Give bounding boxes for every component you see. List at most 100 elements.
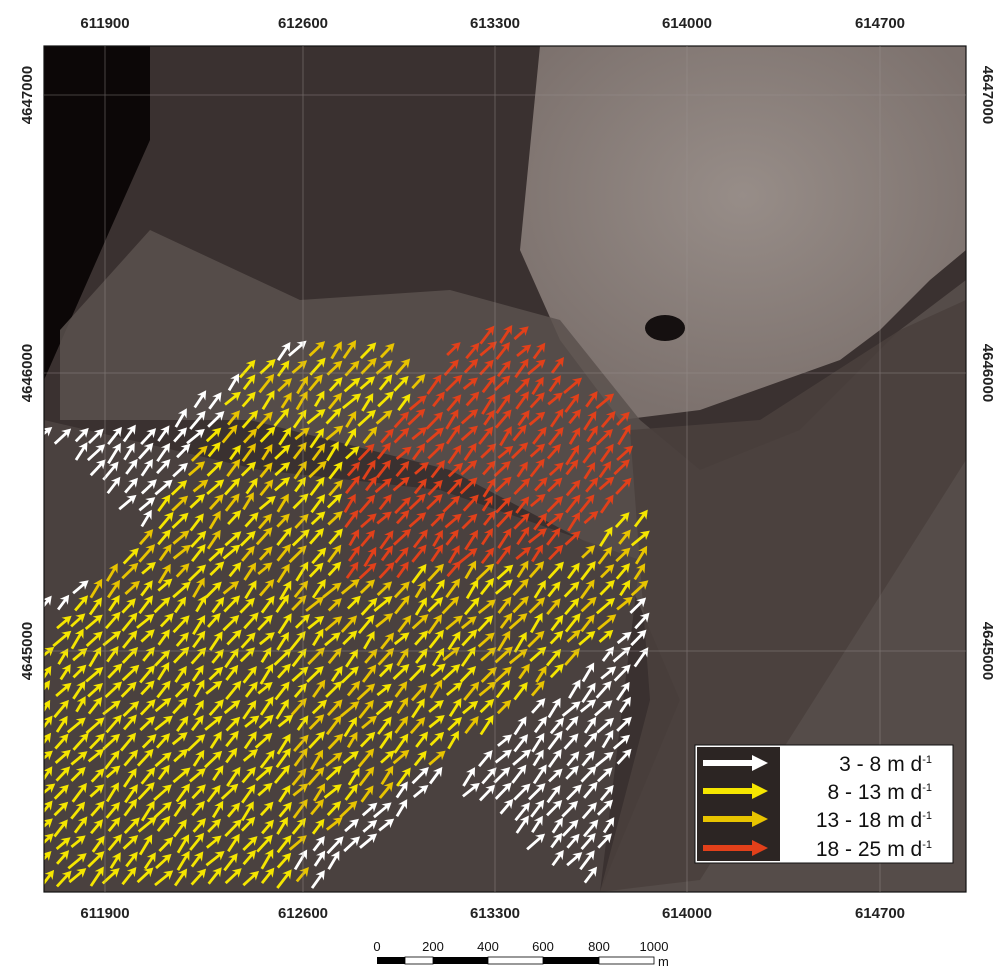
velocity-arrow [187,564,207,582]
velocity-arrow [209,561,225,576]
velocity-arrow [516,344,532,358]
velocity-arrow [139,664,156,684]
velocity-arrow [312,835,325,852]
velocity-arrow [360,513,377,529]
velocity-arrow [156,680,171,699]
velocity-arrow [242,492,254,511]
velocity-arrow [549,630,564,645]
velocity-arrow [427,614,443,635]
velocity-arrow [428,629,444,649]
velocity-arrow [229,444,241,461]
velocity-arrow [460,459,478,476]
legend-item: 18 - 25 m d-1 [703,838,932,861]
velocity-arrow [596,799,614,816]
velocity-arrow [227,373,240,392]
velocity-arrow [508,613,528,630]
velocity-arrow [446,560,462,578]
velocity-arrow [580,560,596,581]
velocity-arrow [243,731,257,750]
velocity-arrow [546,496,564,513]
velocity-arrow [256,411,273,430]
velocity-arrow [358,562,377,580]
velocity-arrow [54,733,69,750]
velocity-arrow [323,784,342,799]
velocity-arrow [445,529,459,546]
velocity-arrow [191,543,206,563]
velocity-arrow [277,663,291,679]
velocity-arrow [104,681,123,699]
velocity-arrow [617,424,631,446]
velocity-arrow [532,764,547,785]
velocity-arrow [140,680,155,696]
velocity-arrow [616,445,634,462]
velocity-arrow [287,340,307,357]
y-tick-label: 4645000 [19,622,36,680]
velocity-arrow [259,358,276,375]
velocity-arrow [311,699,328,715]
velocity-arrow [44,800,53,819]
velocity-arrow [118,494,137,511]
velocity-arrow [207,867,222,885]
velocity-arrow [222,614,240,632]
velocity-arrow [122,700,140,717]
velocity-arrow [191,784,206,800]
velocity-arrow [597,546,613,565]
arrow-yellow-icon [703,783,768,799]
velocity-arrow [464,716,479,735]
velocity-arrow [292,493,309,510]
velocity-arrow [346,595,361,610]
velocity-arrow [359,579,376,594]
velocity-arrow [566,833,580,849]
velocity-arrow [138,544,156,563]
legend-item: 13 - 18 m d-1 [703,809,932,832]
x-tick-label: 613300 [470,15,520,32]
velocity-arrow [343,836,361,853]
x-axis-bottom: 611900 612600 613300 614000 614700 [80,905,905,922]
velocity-arrow [240,816,256,832]
velocity-arrow [324,632,341,647]
velocity-arrow [140,458,153,477]
velocity-arrow [208,494,224,511]
velocity-arrow [345,649,359,668]
velocity-arrow [224,493,240,512]
velocity-arrow [482,460,496,476]
velocity-arrow [580,765,597,783]
velocity-arrow [347,767,360,786]
velocity-arrow [140,767,156,785]
velocity-arrow [305,596,325,612]
velocity-arrow [121,866,137,886]
velocity-arrow [70,835,86,848]
velocity-arrow [44,833,54,848]
velocity-arrow [189,493,206,509]
velocity-arrow [395,799,408,818]
velocity-arrow [227,410,240,426]
velocity-arrow [345,446,360,460]
velocity-arrow [193,679,205,698]
velocity-arrow [157,425,170,442]
velocity-arrow [212,765,224,782]
velocity-arrow [546,785,561,804]
velocity-arrow [378,818,395,832]
velocity-arrow [106,579,121,599]
velocity-arrow [105,563,118,582]
velocity-arrow [499,324,513,344]
velocity-arrow [581,682,596,704]
velocity-arrow [446,394,462,412]
x-tick-label: 613300 [470,905,520,922]
velocity-arrow [475,563,495,582]
velocity-arrow [192,630,206,649]
velocity-arrow [529,646,547,663]
velocity-arrow [516,560,529,579]
velocity-arrow [549,717,565,735]
velocity-arrow [394,496,411,515]
velocity-arrow [55,766,71,782]
velocity-arrow [57,648,69,665]
velocity-arrow [586,425,598,443]
velocity-arrow [346,461,361,477]
velocity-arrow [224,819,242,838]
velocity-arrow [415,731,429,748]
velocity-arrow [176,850,190,871]
velocity-arrow [136,748,154,767]
velocity-arrow [443,359,459,377]
velocity-arrow [275,699,289,720]
